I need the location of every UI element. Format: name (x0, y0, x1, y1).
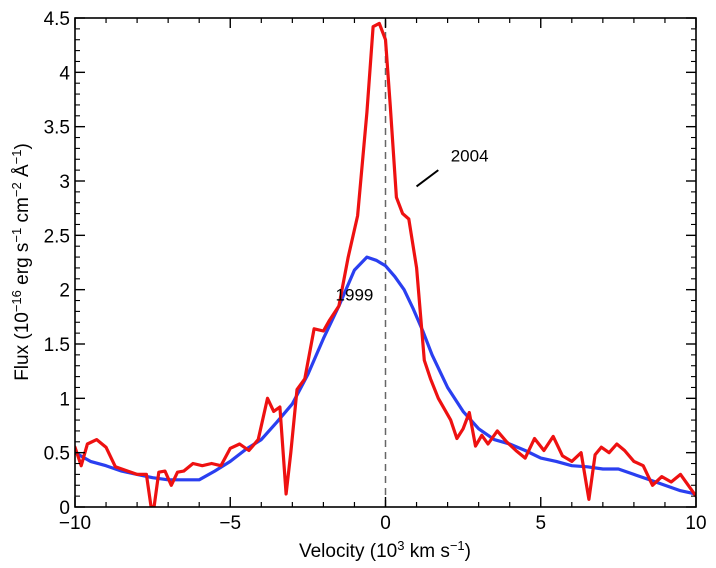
series-line-2004 (75, 21, 696, 507)
x-tick-label: −5 (219, 513, 241, 534)
y-tick-label: 2 (59, 281, 70, 302)
y-tick-label: 3 (59, 172, 70, 193)
y-tick-label: 0 (59, 498, 70, 519)
annotation-2004: 2004 (451, 146, 489, 165)
x-tick-label: 5 (535, 513, 546, 534)
x-tick-label: −10 (59, 513, 91, 534)
y-tick-label: 2.5 (44, 226, 70, 247)
y-axis-label: Flux (10−16 erg s−1 cm−2 Å−1) (9, 143, 33, 381)
y-tick-label: 3.5 (44, 118, 70, 139)
y-tick-label: 1.5 (44, 335, 70, 356)
y-tick-label: 4 (59, 63, 70, 84)
x-tick-label: 0 (380, 513, 391, 534)
x-axis-label: Velocity (103 km s−1) (299, 538, 471, 562)
y-tick-label: 1 (59, 389, 70, 410)
x-tick-label: 10 (685, 513, 706, 534)
y-tick-label: 4.5 (44, 9, 70, 30)
annotation-pointer-2004 (415, 169, 439, 188)
annotation-1999: 1999 (336, 286, 374, 305)
y-tick-label: 0.5 (44, 444, 70, 465)
